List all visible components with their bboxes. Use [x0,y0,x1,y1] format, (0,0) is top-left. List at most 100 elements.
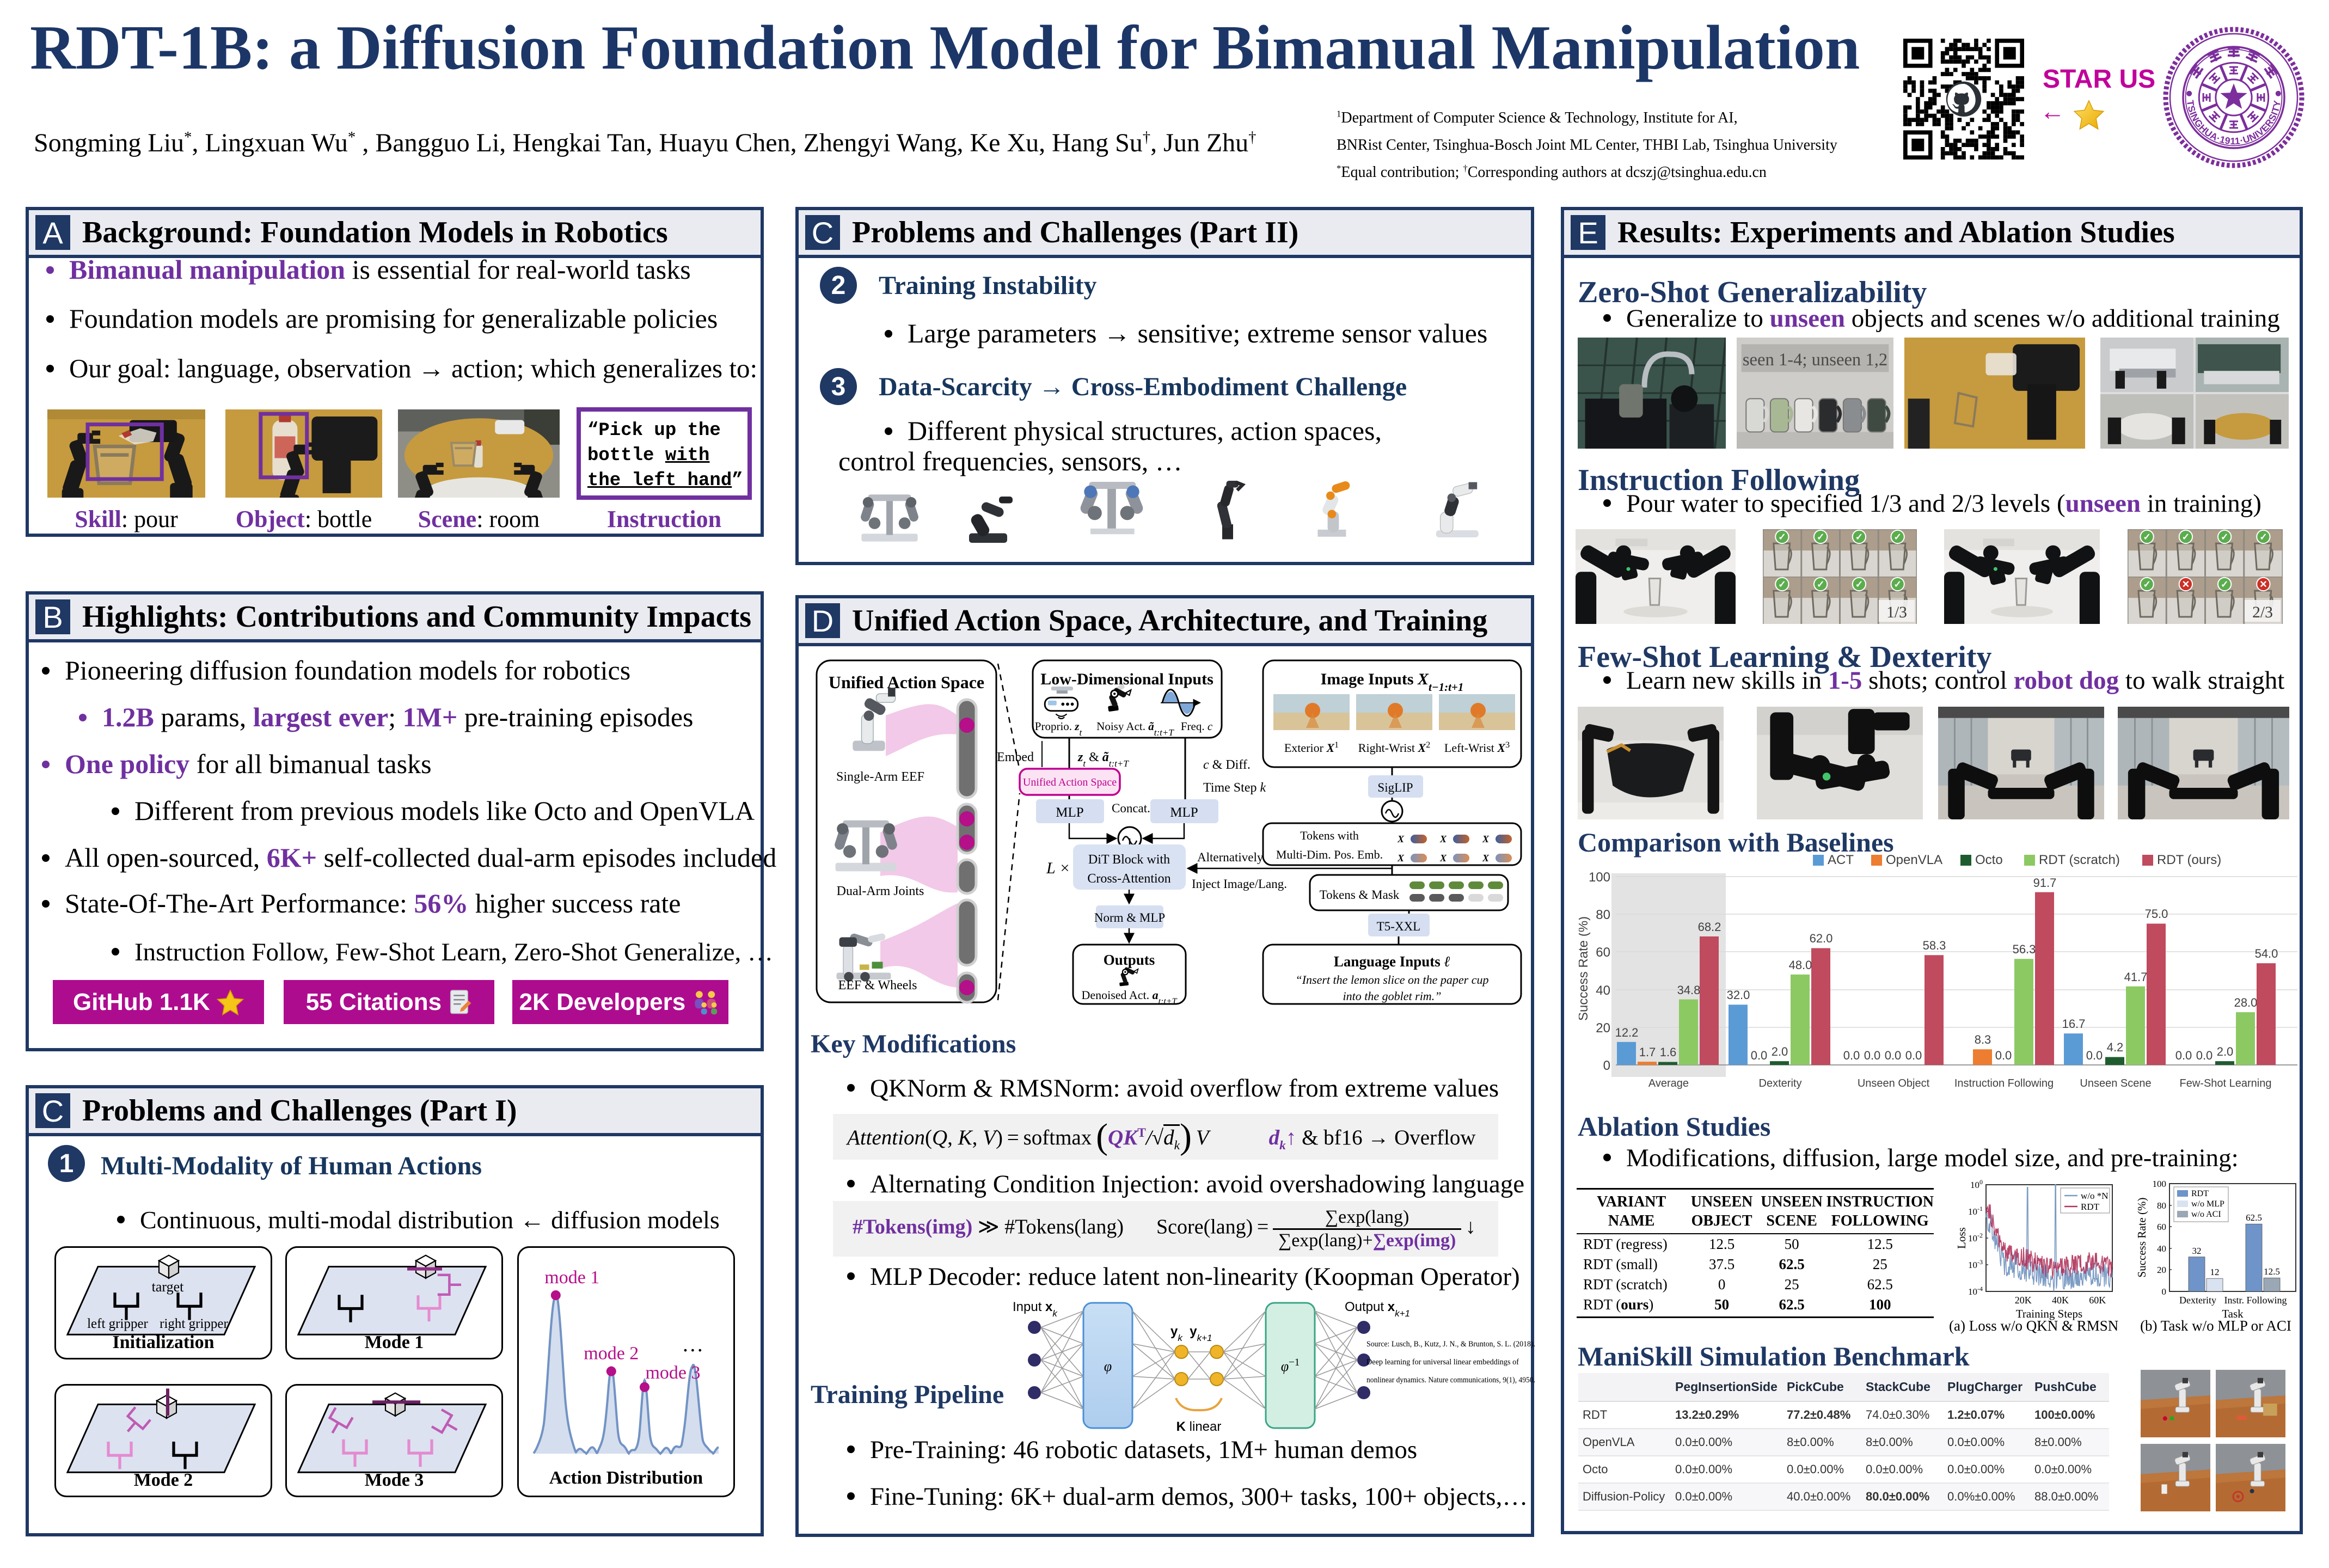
svg-text:Instruction Following: Instruction Following [1954,1077,2054,1089]
svg-text:RDT (scratch): RDT (scratch) [2039,853,2120,867]
svg-text:40: 40 [2157,1244,2166,1254]
svg-text:100: 100 [1589,870,1610,885]
svg-text:MLP: MLP [1170,805,1198,820]
svg-text:right gripper: right gripper [160,1316,228,1331]
svg-text:0.0: 0.0 [2196,1049,2213,1062]
svg-text:Tokens with: Tokens with [1300,829,1359,842]
svg-text:40: 40 [1596,983,1610,998]
svg-text:RDT: RDT [2191,1189,2209,1198]
svg-text:41.7: 41.7 [2124,970,2148,984]
svg-text:12.5: 12.5 [2264,1266,2280,1277]
svg-text:0.0: 0.0 [2175,1049,2192,1062]
svg-text:K linear: K linear [1176,1419,1222,1434]
svg-text:mode 3: mode 3 [645,1363,700,1383]
svg-text:target: target [152,1279,184,1295]
svg-text:10-2: 10-2 [1968,1232,1983,1244]
svg-text:w/o ACI: w/o ACI [2191,1210,2221,1219]
svg-text:Input xk: Input xk [1013,1300,1058,1319]
svg-text:Low-Dimensional Inputs: Low-Dimensional Inputs [1040,670,1213,688]
svg-text:“Insert the lemon slice on the: “Insert the lemon slice on the paper cup [1296,973,1489,987]
svg-text:0.0: 0.0 [1843,1049,1860,1062]
svg-text:80: 80 [2157,1200,2166,1211]
svg-text:100: 100 [1970,1178,1983,1190]
svg-text:✓: ✓ [1778,579,1786,590]
svg-text:16.7: 16.7 [2062,1017,2086,1031]
svg-text:Average: Average [1648,1077,1689,1089]
svg-text:100: 100 [2153,1179,2167,1189]
svg-text:32.0: 32.0 [1727,988,1750,1002]
svg-text:Cross-Attention: Cross-Attention [1087,872,1170,886]
svg-text:Multi-Dim. Pos. Emb.: Multi-Dim. Pos. Emb. [1276,848,1383,861]
svg-text:20: 20 [2157,1265,2166,1275]
svg-text:0: 0 [2162,1287,2167,1297]
svg-text:Instr. Following: Instr. Following [2224,1295,2287,1306]
svg-text:Embed: Embed [997,750,1034,764]
svg-text:75.0: 75.0 [2145,907,2168,921]
svg-text:✓: ✓ [1855,579,1864,590]
svg-text:48.0: 48.0 [1789,958,1812,972]
svg-text:62.5: 62.5 [2246,1212,2262,1223]
svg-text:Success Rate (%): Success Rate (%) [1579,916,1591,1021]
svg-text:Few-Shot Learning: Few-Shot Learning [2180,1077,2272,1089]
svg-text:Tokens & Mask: Tokens & Mask [1320,888,1400,902]
svg-text:RDT (ours): RDT (ours) [2157,853,2221,867]
svg-text:1/3: 1/3 [1886,604,1907,621]
svg-text:✓: ✓ [1817,579,1825,590]
svg-text:10-4: 10-4 [1968,1285,1983,1297]
svg-text:Unseen Object: Unseen Object [1858,1077,1930,1089]
svg-text:Norm & MLP: Norm & MLP [1094,911,1165,924]
svg-text:0.0: 0.0 [1995,1049,2012,1062]
svg-text:10-1: 10-1 [1968,1205,1983,1217]
svg-text:40K: 40K [2052,1295,2069,1306]
svg-text:left gripper: left gripper [87,1316,148,1331]
svg-text:20: 20 [1596,1021,1610,1036]
svg-text:60: 60 [1596,945,1610,960]
svg-text:Outputs: Outputs [1104,952,1155,968]
svg-text:0: 0 [1603,1058,1610,1073]
svg-text:2.0: 2.0 [1772,1045,1788,1058]
svg-text:Deep learning for universal li: Deep learning for universal linear embed… [1366,1358,1519,1367]
svg-text:0.0: 0.0 [1905,1049,1922,1062]
svg-text:SigLIP: SigLIP [1377,781,1413,794]
svg-text:X: X [1439,853,1447,863]
svg-text:60: 60 [2157,1222,2166,1232]
svg-text:0.0: 0.0 [1864,1049,1881,1062]
svg-text:mode 2: mode 2 [584,1344,639,1364]
svg-text:Left-Wrist X3: Left-Wrist X3 [1444,740,1510,755]
svg-text:T5-XXL: T5-XXL [1377,920,1420,933]
svg-text:✓: ✓ [1817,531,1825,542]
svg-text:ACT: ACT [1828,853,1854,867]
svg-text:Task: Task [2222,1307,2244,1320]
svg-text:✓: ✓ [2259,531,2267,542]
svg-text:Unified Action Space: Unified Action Space [1023,776,1117,788]
svg-text:28.0: 28.0 [2234,996,2258,1009]
svg-text:20K: 20K [2015,1295,2032,1306]
svg-text:Output xk+1: Output xk+1 [1345,1300,1410,1319]
svg-text:8.3: 8.3 [1975,1033,1991,1046]
svg-text:0.0: 0.0 [1751,1049,1768,1062]
svg-text:68.2: 68.2 [1698,920,1721,934]
svg-text:Unified Action Space: Unified Action Space [829,672,984,692]
svg-text:80: 80 [1596,908,1610,922]
svg-text:Right-Wrist X2: Right-Wrist X2 [1358,740,1430,755]
svg-text:zt & ãt:t+T: zt & ãt:t+T [1077,750,1129,769]
svg-text:0.0: 0.0 [1885,1049,1902,1062]
svg-text:4.2: 4.2 [2107,1040,2124,1054]
svg-text:yk yk+1: yk yk+1 [1170,1324,1212,1343]
svg-text:Octo: Octo [1975,853,2003,867]
svg-text:OpenVLA: OpenVLA [1886,853,1942,867]
svg-text:X: X [1397,834,1405,844]
svg-text:into the goblet rim.”: into the goblet rim.” [1343,989,1442,1003]
svg-text:✓: ✓ [2221,531,2229,542]
svg-text:seen 1-4; unseen 1,2: seen 1-4; unseen 1,2 [1743,350,1887,370]
svg-text:✓: ✓ [1893,531,1902,542]
svg-text:RDT: RDT [2081,1202,2100,1212]
svg-text:✓: ✓ [2182,531,2190,542]
svg-text:w/o MLP: w/o MLP [2191,1199,2224,1209]
svg-text:✕: ✕ [2182,579,2190,590]
svg-text:Time Step k: Time Step k [1203,781,1266,795]
svg-text:0.0: 0.0 [2086,1049,2103,1062]
svg-text:91.7: 91.7 [2033,876,2057,890]
svg-text:2.0: 2.0 [2217,1045,2234,1058]
svg-text:Unseen Scene: Unseen Scene [2080,1077,2151,1089]
